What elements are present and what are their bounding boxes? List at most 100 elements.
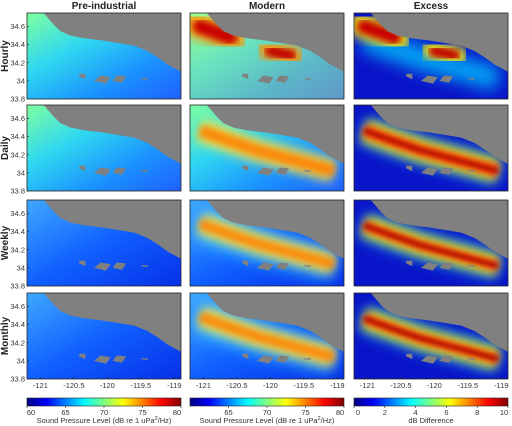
island-1 xyxy=(406,260,413,267)
y-tick-label: 34 xyxy=(17,168,25,177)
column-titles: Pre-industrial Modern Excess xyxy=(72,1,449,12)
lane-peak xyxy=(363,128,499,174)
x-tick-label: -121 xyxy=(360,381,375,390)
island-1 xyxy=(406,165,413,172)
y-tick-label: 34 xyxy=(17,263,25,272)
y-axis-ticks: 33.8 34 34.2 34.4 34.6 33.8 34 34.2 34.4 34.6 33.8… xyxy=(10,22,29,384)
island-1 xyxy=(79,260,86,267)
island-4 xyxy=(140,358,148,360)
panel-border xyxy=(353,199,509,287)
island-4 xyxy=(303,265,311,267)
colorbar-tick-label: 70 xyxy=(263,408,271,417)
island-2 xyxy=(257,355,274,364)
panel-border xyxy=(26,104,182,192)
island-4 xyxy=(303,358,311,360)
colorbar-fill xyxy=(26,397,182,407)
land xyxy=(370,293,508,352)
colorbar-label: Sound Pressure Level (dB re 1 uPa2/Hz) xyxy=(200,416,335,425)
row-labels: Hourly Daily Weekly Monthly xyxy=(0,40,11,355)
hotspot-west xyxy=(193,19,238,45)
land xyxy=(43,13,181,72)
colorbar-tick-label: 80 xyxy=(173,408,181,417)
island-2 xyxy=(94,167,111,176)
island-3 xyxy=(275,167,290,175)
y-tick-label: 34.2 xyxy=(10,58,25,67)
land xyxy=(43,200,181,259)
x-tick-label: -120 xyxy=(427,381,442,390)
island-2 xyxy=(421,75,438,84)
column-title-modern: Modern xyxy=(249,1,285,12)
x-tick-label: -121 xyxy=(196,381,211,390)
island-3 xyxy=(112,262,127,270)
island-3 xyxy=(439,167,454,175)
x-tick-label: -120 xyxy=(263,381,278,390)
island-2 xyxy=(94,75,111,84)
island-2 xyxy=(94,262,111,271)
land xyxy=(206,105,344,164)
lane-core xyxy=(198,311,336,363)
colorbar-tick-label: 10 xyxy=(500,408,508,417)
island-4 xyxy=(140,78,148,80)
panel-monthly-preindustrial xyxy=(26,292,182,380)
island-3 xyxy=(112,75,127,83)
x-tick-label: -119.5 xyxy=(130,381,151,390)
x-tick-label: -120.5 xyxy=(226,381,247,390)
island-1 xyxy=(242,260,249,267)
island-1 xyxy=(79,353,86,360)
colorbar-tick-label: 75 xyxy=(301,408,309,417)
island-1 xyxy=(242,73,249,80)
land xyxy=(206,200,344,259)
panel-hourly-excess xyxy=(353,12,509,100)
island-4 xyxy=(467,265,475,267)
panel-daily-excess xyxy=(353,104,509,192)
island-3 xyxy=(112,355,127,363)
colorbar-tick-label: 4 xyxy=(414,408,418,417)
row-label-daily: Daily xyxy=(0,136,11,160)
hotspot-east xyxy=(264,45,296,62)
panel-daily-preindustrial xyxy=(26,104,182,192)
island-3 xyxy=(275,262,290,270)
x-tick-label: -119 xyxy=(330,381,344,390)
land xyxy=(43,293,181,352)
island-1 xyxy=(406,73,413,80)
island-2 xyxy=(421,355,438,364)
panel-hourly-modern xyxy=(189,12,345,100)
lane-peak xyxy=(363,316,499,362)
y-tick-label: 34.6 xyxy=(10,114,25,123)
colorbar-tick-label: 2 xyxy=(383,408,387,417)
row-label-hourly: Hourly xyxy=(0,40,11,72)
island-3 xyxy=(275,355,290,363)
lane-core xyxy=(198,218,336,270)
island-2 xyxy=(94,355,111,364)
island-4 xyxy=(303,78,311,80)
land xyxy=(206,293,344,352)
land xyxy=(43,105,181,164)
panel-monthly-modern xyxy=(189,292,345,380)
island-1 xyxy=(406,353,413,360)
x-tick-label: -120 xyxy=(100,381,115,390)
island-4 xyxy=(303,170,311,172)
island-3 xyxy=(439,355,454,363)
colorbar-tick-label: 80 xyxy=(336,408,344,417)
panel-monthly-excess xyxy=(353,292,509,380)
colorbar-label: dB Difference xyxy=(408,416,453,425)
island-4 xyxy=(140,265,148,267)
island-4 xyxy=(467,358,475,360)
island-2 xyxy=(257,262,274,271)
y-tick-label: 34.4 xyxy=(10,132,25,141)
y-tick-label: 34.2 xyxy=(10,338,25,347)
land xyxy=(370,13,508,72)
land xyxy=(206,13,344,72)
island-4 xyxy=(140,170,148,172)
island-2 xyxy=(421,262,438,271)
hotspot-west xyxy=(357,19,402,45)
panel-border xyxy=(353,12,509,100)
x-tick-label: -119.5 xyxy=(457,381,478,390)
land xyxy=(370,200,508,259)
colorbar-tick-label: 6 xyxy=(444,408,448,417)
column-title-excess: Excess xyxy=(414,1,449,12)
island-3 xyxy=(439,75,454,83)
y-tick-label: 34.2 xyxy=(10,150,25,159)
panels xyxy=(26,12,509,380)
